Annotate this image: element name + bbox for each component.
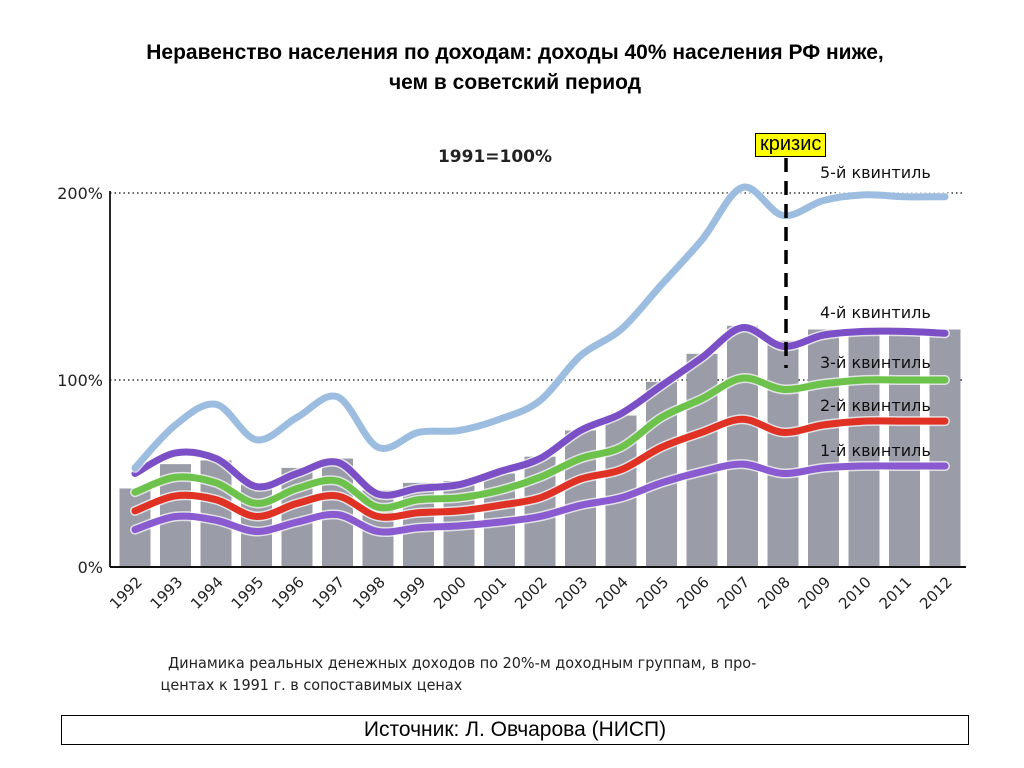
bar-2006 <box>686 353 718 567</box>
x-tick-label: 1997 <box>309 573 349 613</box>
bar-2009 <box>808 329 839 567</box>
x-tick-label: 1995 <box>228 573 268 613</box>
legend-label: 2-й квинтиль <box>820 396 931 415</box>
series-5-й квинтиль <box>130 182 950 473</box>
x-tick-label: 2006 <box>673 573 713 613</box>
chart-title: 1991=100% <box>438 147 552 167</box>
bar-2007 <box>727 325 758 567</box>
bar-2011 <box>889 329 920 567</box>
chart-caption: Динамика реальных денежных доходов по 20… <box>161 652 912 696</box>
y-tick-label: 200% <box>57 184 103 203</box>
legend-label: 4-й квинтиль <box>820 303 931 322</box>
x-tick-label: 2005 <box>633 573 673 613</box>
legend-label: 1-й квинтиль <box>820 441 931 460</box>
y-tick-label: 0% <box>78 558 103 577</box>
title-line-2: чем в советский период <box>388 71 642 94</box>
legend-label: 5-й квинтиль <box>820 163 931 182</box>
x-tick-label: 1999 <box>390 573 430 613</box>
title-line-1: Неравенство населения по доходам: доходы… <box>146 41 884 64</box>
x-tick-label: 1996 <box>268 573 308 613</box>
x-tick-label: 1998 <box>349 573 389 613</box>
slide-title: Неравенство населения по доходам: доходы… <box>40 38 990 98</box>
y-tick-label: 100% <box>57 371 103 390</box>
x-tick-label: 2003 <box>552 573 592 613</box>
x-tick-label: 2012 <box>916 573 956 613</box>
x-tick-label: 2010 <box>835 573 875 613</box>
legend-label: 3-й квинтиль <box>820 353 931 372</box>
x-tick-label: 1992 <box>106 573 146 613</box>
bar-2012 <box>929 329 961 567</box>
bar-2008 <box>767 340 799 567</box>
caption-line-2: центах к 1991 г. в сопоставимых ценах <box>160 676 463 694</box>
x-tick-label: 1993 <box>147 573 187 613</box>
bar-2010 <box>848 329 880 567</box>
crisis-label: кризис <box>755 133 827 157</box>
series-4-й квинтиль <box>130 322 950 501</box>
series-2-й квинтиль <box>130 414 950 523</box>
x-tick-label: 2011 <box>876 573 916 613</box>
x-tick-label: 2009 <box>795 573 835 613</box>
x-tick-label: 2004 <box>592 573 632 613</box>
x-tick-label: 2001 <box>471 573 511 613</box>
x-tick-label: 2007 <box>714 573 754 613</box>
income-chart: 1991=100% 0%100%200% 1992 1993 1994 1995 199… <box>57 147 966 613</box>
x-tick-label: 2008 <box>754 573 794 613</box>
series-1-й квинтиль <box>130 459 950 537</box>
caption-line-1: Динамика реальных денежных доходов по 20… <box>168 654 757 672</box>
x-tick-label: 2002 <box>511 573 551 613</box>
source-box: Источник: Л. Овчарова (НИСП) <box>61 715 969 745</box>
series-3-й квинтиль <box>130 373 950 513</box>
x-tick-label: 1994 <box>187 573 227 613</box>
x-tick-label: 2000 <box>430 573 470 613</box>
